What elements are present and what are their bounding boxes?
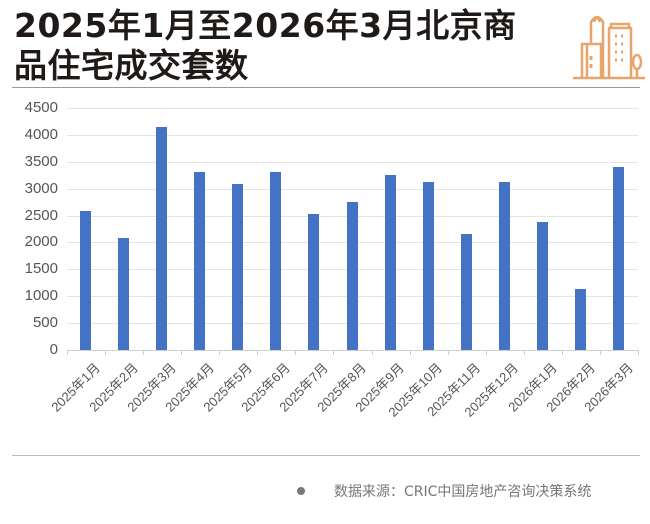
gridline xyxy=(67,108,638,109)
x-axis xyxy=(67,350,638,351)
title-line-1: 2025年1月至2026年3月北京商 xyxy=(14,6,517,45)
y-tick-label: 2000 xyxy=(24,233,58,251)
y-tick-label: 1500 xyxy=(24,260,58,278)
bar xyxy=(346,202,358,350)
header-divider xyxy=(12,87,640,88)
bar xyxy=(574,289,586,350)
x-tick xyxy=(638,350,639,355)
gridline xyxy=(67,188,638,190)
x-tick xyxy=(447,350,449,355)
bar xyxy=(422,182,434,350)
bar xyxy=(232,184,244,350)
x-tick xyxy=(523,350,525,355)
x-tick xyxy=(143,350,145,355)
y-tick-label: 3000 xyxy=(24,179,58,197)
bar xyxy=(308,213,320,350)
bar xyxy=(612,167,624,350)
title-line-2: 品住宅成交套数 xyxy=(14,46,249,85)
gridline xyxy=(67,134,638,136)
gridline xyxy=(67,161,638,163)
x-tick xyxy=(219,350,221,355)
x-tick xyxy=(295,350,297,355)
data-source: 数据来源：CRIC中国房地产咨询决策系统 xyxy=(334,484,592,500)
x-tick xyxy=(105,350,107,355)
y-tick-label: 500 xyxy=(32,314,58,332)
x-tick xyxy=(371,350,373,355)
x-tick xyxy=(561,350,563,355)
y-tick-label: 4500 xyxy=(24,99,58,116)
bar xyxy=(80,211,92,350)
chart-title: 2025年1月至2026年3月北京商 品住宅成交套数 xyxy=(14,6,554,86)
x-tick xyxy=(599,350,601,355)
footer-divider xyxy=(12,455,640,456)
bar-chart: 0 500 1000 1500 2000 2500 3000 3500 4000 4500 2025… xyxy=(0,90,650,450)
bar xyxy=(460,233,472,350)
bar xyxy=(194,171,206,350)
bar xyxy=(156,127,168,350)
y-tick-label: 0 xyxy=(49,341,58,358)
x-tick xyxy=(333,350,335,355)
x-tick xyxy=(181,350,183,355)
city-buildings-icon xyxy=(565,4,647,82)
x-tick xyxy=(485,350,487,355)
bullet-icon xyxy=(297,487,305,495)
x-tick xyxy=(67,350,68,355)
y-tick-label: 2500 xyxy=(24,206,58,224)
bar xyxy=(270,171,282,350)
y-tick-label: 3500 xyxy=(24,152,58,170)
bar xyxy=(384,175,396,350)
x-tick xyxy=(409,350,411,355)
y-tick-label: 1000 xyxy=(24,287,58,305)
bar xyxy=(498,182,510,350)
bar xyxy=(118,238,130,350)
y-tick-label: 4000 xyxy=(24,125,58,143)
bar xyxy=(536,222,548,350)
x-tick xyxy=(257,350,259,355)
